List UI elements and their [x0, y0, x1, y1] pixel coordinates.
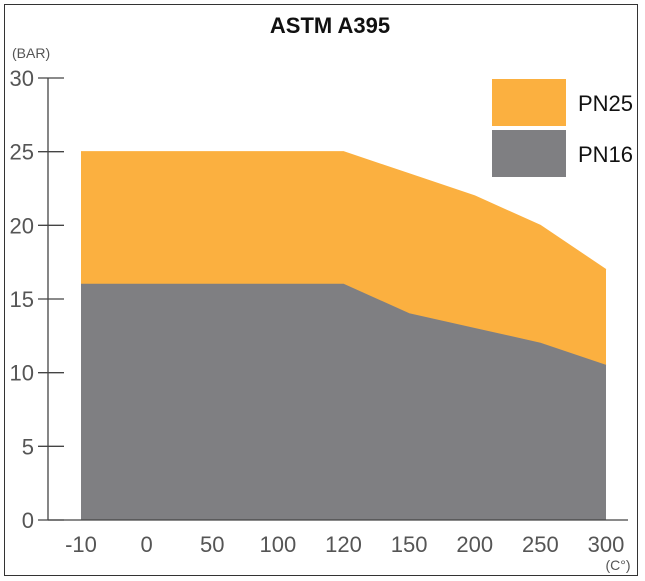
- legend-label-pn25: PN25: [578, 91, 633, 116]
- x-tick-label-250: 250: [522, 532, 559, 557]
- x-tick-label-150: 150: [391, 532, 428, 557]
- y-tick-label-25: 25: [10, 140, 34, 165]
- y-tick-label-20: 20: [10, 213, 34, 238]
- y-tick-label-0: 0: [22, 508, 34, 533]
- x-tick-label-120: 120: [325, 532, 362, 557]
- line-pn25: [81, 151, 607, 270]
- y-tick-label-15: 15: [10, 287, 34, 312]
- legend-swatch-pn16: [492, 130, 566, 177]
- y-tick-label-5: 5: [22, 434, 34, 459]
- x-tick-label-300: 300: [588, 532, 625, 557]
- x-tick-label-200: 200: [456, 532, 493, 557]
- y-tick-label-30: 30: [10, 66, 34, 91]
- x-tick-label-100: 100: [260, 532, 297, 557]
- legend-label-pn16: PN16: [578, 142, 633, 167]
- area-pn16: [81, 284, 606, 520]
- y-tick-label-10: 10: [10, 361, 34, 386]
- legend-swatch-pn25: [492, 79, 566, 126]
- chart-title: ASTM A395: [270, 13, 390, 38]
- x-tick-label--10: -10: [65, 532, 97, 557]
- x-tick-label-0: 0: [141, 532, 153, 557]
- x-tick-label-50: 50: [200, 532, 224, 557]
- y-unit-label: (BAR): [12, 45, 50, 61]
- x-unit-label: (C°): [605, 557, 630, 573]
- line-pn16: [81, 283, 607, 366]
